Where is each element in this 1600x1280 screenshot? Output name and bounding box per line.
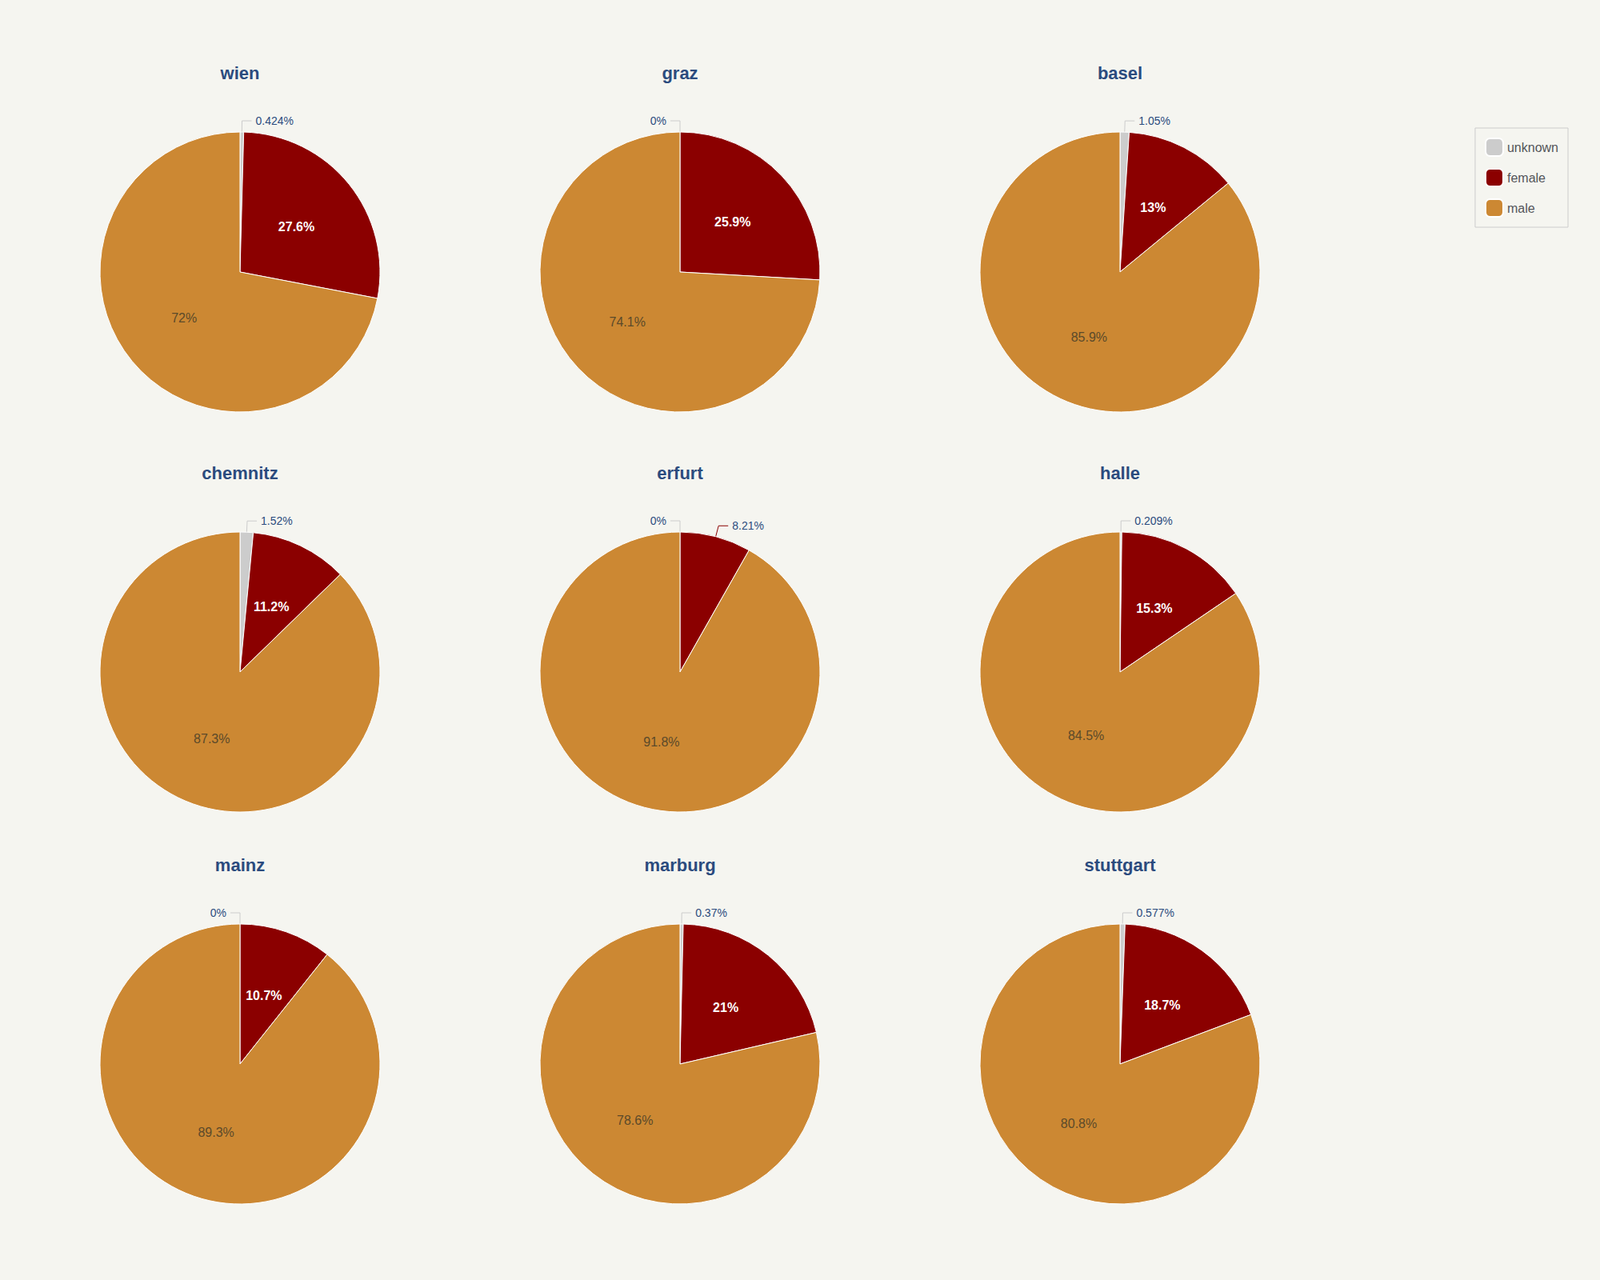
svg-text:87.3%: 87.3%	[193, 732, 230, 746]
svg-text:72%: 72%	[171, 311, 197, 325]
svg-text:74.1%: 74.1%	[609, 315, 646, 329]
svg-text:marburg: marburg	[644, 855, 716, 876]
svg-text:78.6%: 78.6%	[616, 1113, 653, 1128]
svg-text:0%: 0%	[210, 906, 227, 920]
svg-text:0.209%: 0.209%	[1134, 514, 1172, 528]
svg-text:0%: 0%	[650, 114, 667, 128]
svg-text:91.8%: 91.8%	[643, 735, 680, 749]
svg-text:27.6%: 27.6%	[278, 220, 315, 234]
svg-text:stuttgart: stuttgart	[1084, 855, 1156, 876]
svg-text:89.3%: 89.3%	[197, 1125, 234, 1140]
svg-text:13%: 13%	[1140, 200, 1166, 215]
svg-text:0.577%: 0.577%	[1136, 906, 1174, 920]
svg-text:18.7%: 18.7%	[1144, 998, 1180, 1012]
svg-text:8.21%: 8.21%	[732, 519, 764, 532]
svg-text:unknown: unknown	[1507, 140, 1559, 155]
svg-text:female: female	[1507, 171, 1546, 185]
svg-text:graz: graz	[661, 63, 698, 84]
svg-text:21%: 21%	[712, 1000, 739, 1015]
svg-text:erfurt: erfurt	[656, 463, 704, 484]
svg-text:mainz: mainz	[215, 855, 265, 876]
svg-text:10.7%: 10.7%	[245, 988, 282, 1003]
svg-text:wien: wien	[220, 63, 260, 84]
svg-text:15.3%: 15.3%	[1136, 601, 1172, 616]
svg-text:25.9%: 25.9%	[714, 215, 751, 229]
svg-text:chemnitz: chemnitz	[201, 463, 278, 484]
svg-text:1.05%: 1.05%	[1138, 114, 1171, 128]
svg-text:basel: basel	[1097, 63, 1143, 84]
svg-text:0.424%: 0.424%	[256, 114, 294, 128]
svg-text:1.52%: 1.52%	[260, 514, 293, 528]
svg-text:0.37%: 0.37%	[695, 906, 728, 920]
svg-text:80.8%: 80.8%	[1060, 1116, 1097, 1131]
svg-text:0%: 0%	[650, 514, 667, 528]
svg-text:84.5%: 84.5%	[1068, 728, 1104, 743]
svg-text:11.2%: 11.2%	[253, 600, 289, 614]
svg-text:85.9%: 85.9%	[1071, 330, 1108, 344]
svg-text:halle: halle	[1100, 463, 1140, 484]
svg-text:male: male	[1507, 201, 1536, 216]
